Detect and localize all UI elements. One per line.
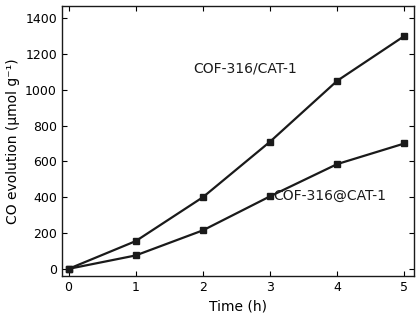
Y-axis label: CO evolution (μmol g⁻¹): CO evolution (μmol g⁻¹) — [5, 58, 20, 224]
Text: COF-316/CAT-1: COF-316/CAT-1 — [193, 62, 297, 75]
Text: COF-316@CAT-1: COF-316@CAT-1 — [273, 189, 386, 203]
X-axis label: Time (h): Time (h) — [209, 300, 267, 314]
